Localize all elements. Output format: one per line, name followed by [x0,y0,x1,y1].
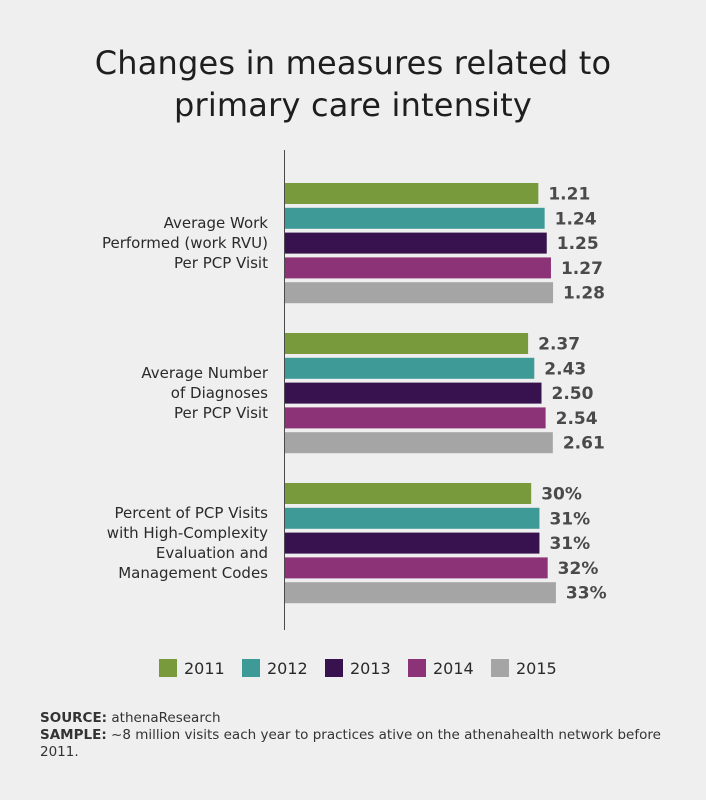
bar-2012-category-3 [284,507,540,529]
bar-2014-category-1 [284,257,551,279]
bar-2015-category-3 [284,582,556,604]
bar-2013-category-3 [284,532,540,554]
data-label-2012-category-1: 1.24 [555,209,597,229]
legend-swatch-2012 [242,659,260,677]
source-text: athenaResearch [107,710,221,726]
category-label-3-line-3: Evaluation and [156,544,268,562]
category-label-1-line-1: Average Work [164,214,269,232]
data-label-2011-category-3: 30% [541,485,582,505]
category-label-3-line-1: Percent of PCP Visits [114,504,268,522]
bar-2012-category-2 [284,357,535,379]
category-label-1-line-2: Performed (work RVU) [102,234,268,252]
data-label-2014-category-3: 32% [558,559,599,579]
legend-swatch-2015 [491,659,509,677]
data-label-2012-category-2: 2.43 [544,359,586,379]
legend-swatch-2011 [159,659,177,677]
bar-2014-category-2 [284,407,546,429]
sample-note: SAMPLE: ~8 million visits each year to p… [40,727,680,761]
sample-label: SAMPLE: [40,727,107,743]
chart-footer: SOURCE: athenaResearch SAMPLE: ~8 millio… [40,710,680,761]
data-label-2015-category-3: 33% [566,584,607,604]
bar-2013-category-2 [284,382,542,404]
legend-label-2015: 2015 [516,659,557,678]
data-label-2013-category-2: 2.50 [552,384,594,404]
bar-2011-category-3 [284,483,532,504]
category-label-2-line-2: of Diagnoses [171,384,268,402]
sample-text: ~8 million visits each year to practices… [40,727,661,760]
data-label-2015-category-2: 2.61 [563,434,605,454]
data-label-2013-category-3: 31% [549,534,590,554]
category-label-2-line-3: Per PCP Visit [174,404,268,422]
bar-2013-category-1 [284,232,547,254]
bar-2011-category-2 [284,333,529,354]
data-label-2012-category-3: 31% [549,509,590,529]
data-label-2011-category-2: 2.37 [538,335,580,355]
legend-label-2014: 2014 [433,659,474,678]
bar-chart: Average Work Performed (work RVU) Per PCP … [102,150,607,678]
legend-label-2013: 2013 [350,659,391,678]
source-note: SOURCE: athenaResearch [40,710,680,727]
legend-swatch-2014 [408,659,426,677]
legend-swatch-2013 [325,659,343,677]
data-label-2014-category-1: 1.27 [561,259,603,279]
source-label: SOURCE: [40,710,108,726]
bar-2012-category-1 [284,207,545,229]
chart-title-line-2: primary care intensity [173,86,533,124]
data-label-2011-category-1: 1.21 [548,185,590,205]
bar-2015-category-1 [284,282,554,304]
legend-label-2011: 2011 [184,659,225,678]
legend-label-2012: 2012 [267,659,308,678]
data-label-2013-category-1: 1.25 [557,234,599,254]
data-label-2014-category-2: 2.54 [556,409,598,429]
category-label-2-line-1: Average Number [141,364,268,382]
category-label-3-line-4: Management Codes [118,564,268,582]
bar-2014-category-3 [284,557,548,579]
bar-2011-category-1 [284,183,539,204]
data-label-2015-category-1: 1.28 [563,284,605,304]
bar-2015-category-2 [284,432,553,454]
chart-title-line-1: Changes in measures related to [94,44,612,82]
chart-title: Changes in measures related to primary c… [0,42,706,126]
category-label-1-line-3: Per PCP Visit [174,254,268,272]
category-label-3-line-2: with High-Complexity [107,524,268,542]
